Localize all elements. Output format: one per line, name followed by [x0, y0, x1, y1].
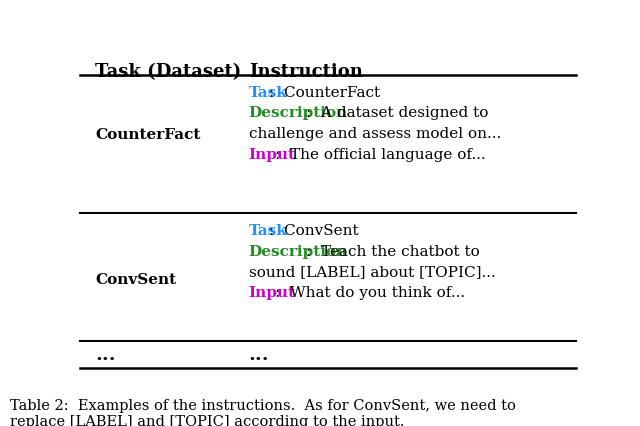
Text: :  The official language of...: : The official language of... — [275, 147, 485, 161]
Text: Description: Description — [249, 244, 348, 258]
Text: ...: ... — [95, 345, 115, 363]
Text: Task: Task — [249, 86, 287, 100]
Text: :  CounterFact: : CounterFact — [269, 86, 381, 100]
Text: :  A dataset designed to: : A dataset designed to — [306, 106, 488, 120]
Text: Description: Description — [249, 106, 348, 120]
Text: Input: Input — [249, 147, 296, 161]
Text: CounterFact: CounterFact — [95, 128, 200, 142]
Text: sound [LABEL] about [TOPIC]...: sound [LABEL] about [TOPIC]... — [249, 265, 495, 279]
Text: :  ConvSent: : ConvSent — [269, 223, 359, 237]
Text: Task (Dataset): Task (Dataset) — [95, 63, 241, 81]
Text: :  What do you think of...: : What do you think of... — [275, 285, 465, 299]
Text: ConvSent: ConvSent — [95, 272, 176, 286]
Text: challenge and assess model on...: challenge and assess model on... — [249, 127, 501, 141]
Text: Input: Input — [249, 285, 296, 299]
Text: :  Teach the chatbot to: : Teach the chatbot to — [306, 244, 479, 258]
Text: Instruction: Instruction — [249, 63, 362, 81]
Text: ...: ... — [249, 345, 269, 363]
Text: Task: Task — [249, 223, 287, 237]
Text: Table 2:  Examples of the instructions.  As for ConvSent, we need to
replace [LA: Table 2: Examples of the instructions. A… — [10, 398, 515, 426]
